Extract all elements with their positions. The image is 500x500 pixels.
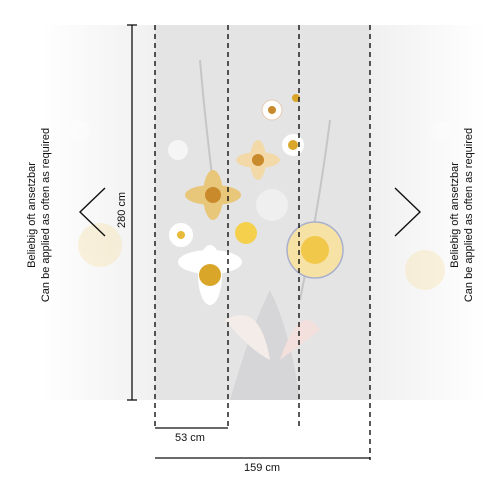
height-label: 280 cm <box>116 192 128 228</box>
flower-illustration <box>168 59 344 400</box>
repeat-note-en: Can be applied as often as required <box>463 128 475 302</box>
chevron-left <box>78 187 106 237</box>
faded-right <box>370 25 485 400</box>
faded-flowers <box>70 120 450 290</box>
total-width-label: 159 cm <box>244 462 280 474</box>
faded-left <box>40 25 155 400</box>
repeat-note-de: Beliebig oft ansetzbar <box>26 162 38 268</box>
panel-width-label: 53 cm <box>175 432 205 444</box>
repeat-note-de: Beliebig oft ansetzbar <box>449 162 461 268</box>
repeat-note-en: Can be applied as often as required <box>40 128 52 302</box>
chevron-right <box>394 187 422 237</box>
